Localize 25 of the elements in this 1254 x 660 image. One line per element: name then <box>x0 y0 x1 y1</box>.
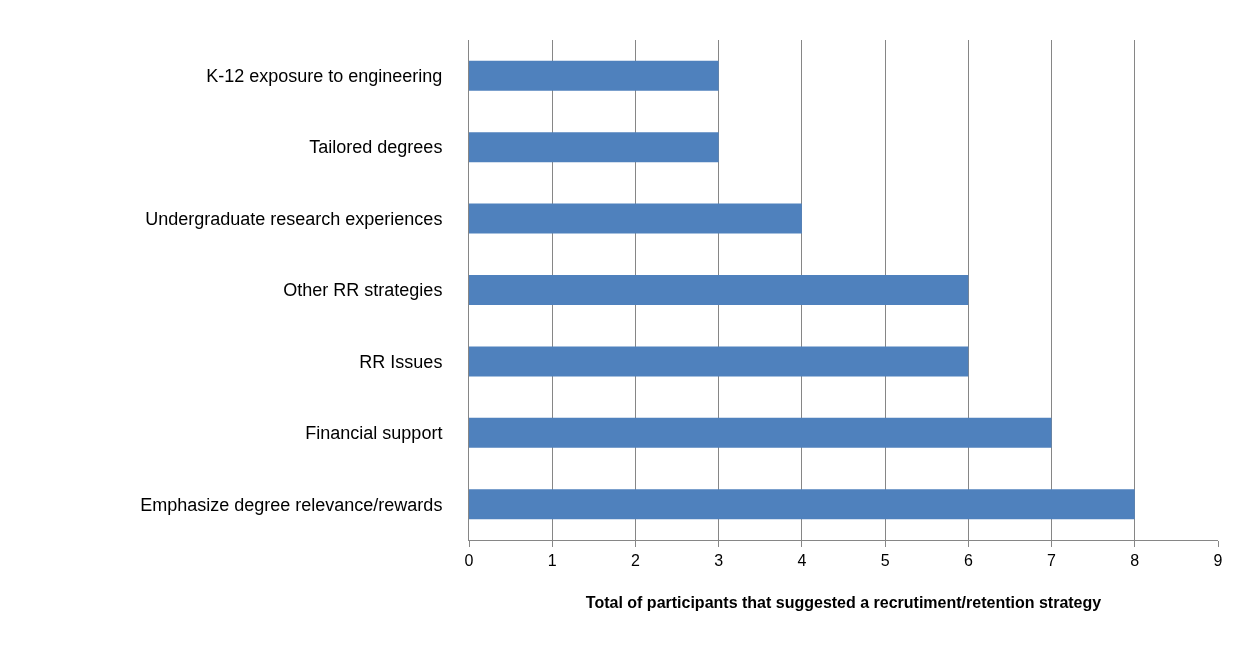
bar <box>469 417 1052 448</box>
y-tick-label: Financial support <box>305 423 443 444</box>
y-tick-label: Emphasize degree relevance/rewards <box>140 494 443 515</box>
x-tick-label: 2 <box>630 552 640 570</box>
bar <box>469 132 719 163</box>
y-tick-label: Other RR strategies <box>283 280 443 301</box>
x-tick-label: 6 <box>963 552 973 570</box>
bar <box>469 346 969 377</box>
x-tick-label: 9 <box>1213 552 1223 570</box>
y-tick-label: RR Issues <box>359 351 443 372</box>
bar <box>469 489 1135 520</box>
y-tick-label: Undergraduate research experiences <box>145 208 443 229</box>
x-tick-label: 0 <box>464 552 474 570</box>
y-tick-label: Tailored degrees <box>309 137 443 158</box>
x-axis-title: Total of participants that suggested a recrutiment/retention strategy <box>585 593 1102 611</box>
x-tick-label: 7 <box>1047 552 1057 570</box>
y-tick-label: K-12 exposure to engineering <box>206 66 443 87</box>
x-tick-label: 3 <box>714 552 724 570</box>
bar <box>469 275 969 305</box>
bar <box>469 60 719 91</box>
x-tick-label: 1 <box>547 552 557 570</box>
bar <box>469 203 802 234</box>
x-tick-label: 8 <box>1130 552 1140 570</box>
x-tick-label: 5 <box>880 552 890 570</box>
x-tick-label: 4 <box>797 552 807 570</box>
